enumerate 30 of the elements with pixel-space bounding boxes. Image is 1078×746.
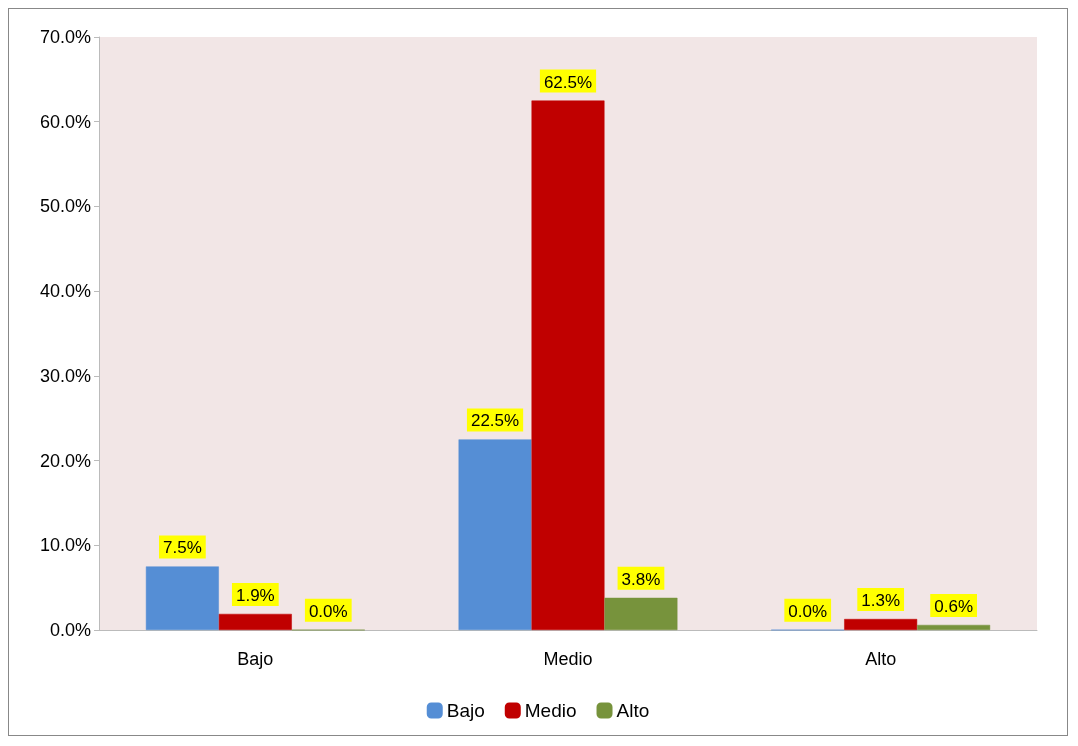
bar <box>604 597 678 630</box>
data-label: 1.9% <box>235 585 275 605</box>
bar <box>917 624 991 630</box>
data-label: 1.3% <box>861 590 901 610</box>
bar <box>844 618 918 630</box>
x-tick-label: Bajo <box>237 649 274 669</box>
bar <box>218 613 292 630</box>
data-label: 3.8% <box>621 569 661 589</box>
data-label: 0.6% <box>934 596 973 616</box>
legend-label: Bajo <box>446 700 485 721</box>
x-tick-label: Medio <box>543 649 593 669</box>
bar <box>458 439 532 630</box>
y-tick-label: 20.0% <box>39 450 91 471</box>
x-tick-label: Alto <box>865 649 897 669</box>
legend-label: Alto <box>616 700 650 721</box>
y-tick-label: 60.0% <box>39 111 91 132</box>
data-label: 62.5% <box>543 72 593 92</box>
y-tick-label: 0.0% <box>49 620 91 640</box>
y-tick-label: 50.0% <box>39 196 91 217</box>
data-label: 0.0% <box>308 601 348 621</box>
y-tick-label: 40.0% <box>39 281 91 302</box>
bar <box>145 566 219 630</box>
data-label: 0.0% <box>788 601 828 621</box>
y-tick-label: 70.0% <box>39 27 91 47</box>
legend-label: Medio <box>524 700 577 721</box>
bar <box>531 100 605 630</box>
y-tick-label: 10.0% <box>39 535 91 556</box>
data-label: 7.5% <box>163 538 202 558</box>
data-label: 22.5% <box>470 411 520 431</box>
y-tick-label: 30.0% <box>39 365 91 386</box>
